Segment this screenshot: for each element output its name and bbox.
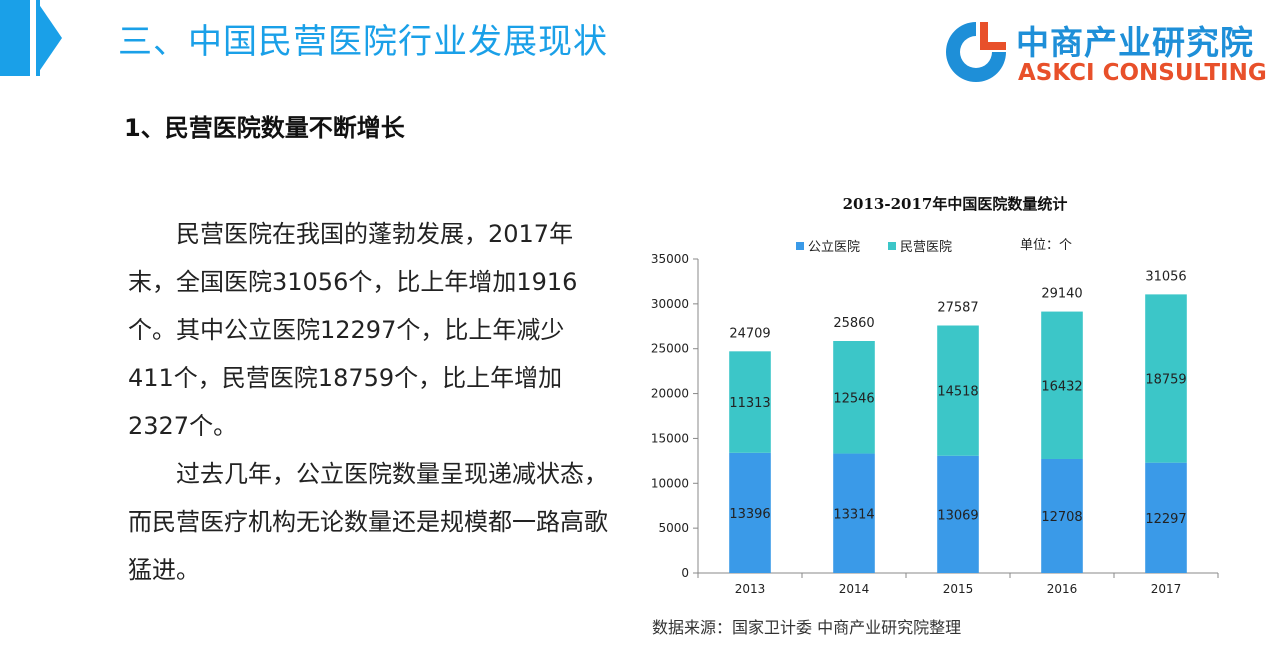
data-label-private-2014: 12546 [833,391,874,406]
company-logo: 中商产业研究院 ASKCI CONSULTING [940,14,1280,90]
bar-private-2013 [729,351,771,453]
data-label-public-2016: 12708 [1041,510,1082,525]
y-tick-label: 20000 [651,387,689,401]
logo-text-cn: 中商产业研究院 [1016,23,1254,62]
bar-public-2017 [1145,462,1187,573]
x-tick-label: 2016 [1047,582,1078,596]
body-text: 民营医院在我国的蓬勃发展，2017年末，全国医院31056个，比上年增加1916… [128,210,608,594]
total-label-2016: 29140 [1041,287,1082,302]
data-label-public-2015: 13069 [937,508,978,523]
body-paragraph-1: 民营医院在我国的蓬勃发展，2017年末，全国医院31056个，比上年增加1916… [128,220,578,440]
bar-public-2015 [937,455,979,573]
bar-private-2016 [1041,311,1083,459]
total-label-2014: 25860 [833,316,874,331]
chart-canvas: 公立医院 民营医院 单位：个 0 5000 10000 15000 20000 25000 300… [651,238,1219,596]
logo-text-en: ASKCI CONSULTING [1018,60,1267,86]
header-accent-bar [0,0,30,76]
bar-public-2014 [833,453,875,573]
y-tick-label: 0 [681,566,689,580]
y-tick-label: 30000 [651,297,689,311]
x-tick-label: 2013 [735,582,766,596]
page-title: 三、中国民营医院行业发展现状 [118,22,608,62]
legend-label-1: 公立医院 [808,240,860,255]
data-label-public-2014: 13314 [833,507,874,522]
body-paragraph-2: 过去几年，公立医院数量呈现递减状态，而民营医疗机构无论数量还是规模都一路高歌猛进… [128,460,608,584]
x-tick-label: 2014 [839,582,870,596]
x-tick-label: 2015 [943,582,974,596]
y-tick-label: 15000 [651,431,689,445]
bar-private-2017 [1145,294,1187,463]
legend-swatch-2 [888,242,896,250]
bar-public-2013 [729,452,771,573]
x-tick-label: 2017 [1151,582,1182,596]
bar-public-2016 [1041,458,1083,573]
data-label-private-2017: 18759 [1145,373,1186,388]
data-label-private-2013: 11313 [729,396,770,411]
data-label-private-2015: 14518 [937,385,978,400]
chart-title: 2013-2017年中国医院数量统计 [842,195,1068,213]
y-tick-label: 5000 [658,521,689,535]
data-label-public-2013: 13396 [729,507,770,522]
logo-mark-icon [946,22,1006,82]
header-accent-arrow [36,0,62,76]
data-label-public-2017: 12297 [1145,512,1186,527]
total-label-2017: 31056 [1145,269,1186,284]
data-source-note: 数据来源：国家卫计委 中商产业研究院整理 [652,618,962,637]
y-tick-label: 25000 [651,342,689,356]
legend-swatch-1 [796,242,804,250]
hospital-count-chart: 2013-2017年中国医院数量统计 公立医院 民营医院 单位：个 0 5000 1000… [630,185,1280,615]
section-title: 1、民营医院数量不断增长 [124,114,405,142]
bar-private-2014 [833,340,875,454]
y-tick-label: 10000 [651,476,689,490]
total-label-2013: 24709 [729,326,770,341]
y-tick-label: 35000 [651,252,689,266]
legend-label-2: 民营医院 [900,240,952,255]
total-label-2015: 27587 [937,301,978,316]
unit-label: 单位：个 [1020,238,1072,253]
bar-private-2015 [937,325,979,456]
data-label-private-2016: 16432 [1041,379,1082,394]
